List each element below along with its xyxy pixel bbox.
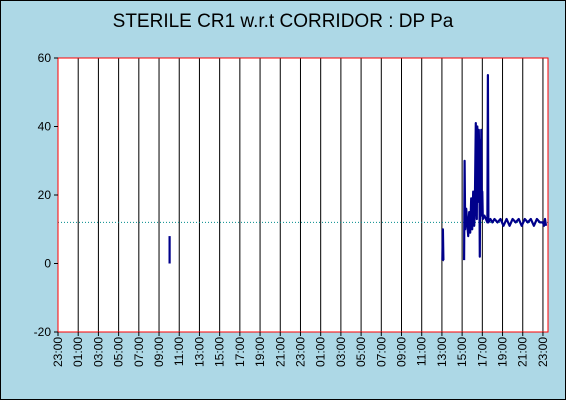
x-tick-label: 17:00 (475, 337, 489, 367)
x-tick-label: 13:00 (192, 337, 206, 367)
y-tick-label: 40 (38, 120, 52, 134)
chart-title: STERILE CR1 w.r.t CORRIDOR : DP Pa (112, 11, 454, 32)
x-tick-label: 23:00 (51, 337, 65, 367)
x-tick-label: 17:00 (233, 337, 247, 367)
x-tick-label: 03:00 (334, 337, 348, 367)
x-tick-label: 07:00 (132, 337, 146, 367)
x-tick-label: 05:00 (354, 337, 368, 367)
x-tick-label: 21:00 (273, 337, 287, 367)
series-segment (463, 73, 548, 261)
x-tick-label: 15:00 (455, 337, 469, 367)
y-tick-label: 0 (44, 257, 51, 271)
y-tick-label: 20 (38, 188, 52, 202)
x-tick-label: 11:00 (415, 337, 429, 366)
x-tick-label: 03:00 (91, 337, 105, 367)
x-tick-label: 01:00 (71, 337, 85, 367)
series-segment (441, 228, 445, 262)
y-tick-label: 60 (38, 51, 52, 65)
x-tick-label: 19:00 (496, 337, 510, 367)
x-tick-label: 19:00 (253, 337, 267, 367)
plot-area (58, 58, 548, 332)
x-tick-label: 09:00 (152, 337, 166, 367)
x-tick-label: 23:00 (293, 337, 307, 367)
x-tick-label: 15:00 (213, 337, 227, 367)
x-tick-label: 13:00 (435, 337, 449, 367)
y-tick-label: -20 (34, 325, 52, 339)
x-axis: 23:00 01:00 03:00 05:00 07:00 09:00 11:00 13:00… (51, 332, 550, 367)
x-tick-label: 23:00 (536, 337, 550, 367)
series-line (168, 73, 548, 264)
x-tick-label: 21:00 (516, 337, 530, 367)
y-axis: -20 0 20 40 60 (34, 51, 58, 339)
x-tick-label: 11:00 (172, 337, 186, 366)
x-tick-label: 05:00 (112, 337, 126, 367)
x-tick-label: 09:00 (395, 337, 409, 367)
x-tick-label: 07:00 (374, 337, 388, 367)
x-tick-label: 01:00 (314, 337, 328, 367)
